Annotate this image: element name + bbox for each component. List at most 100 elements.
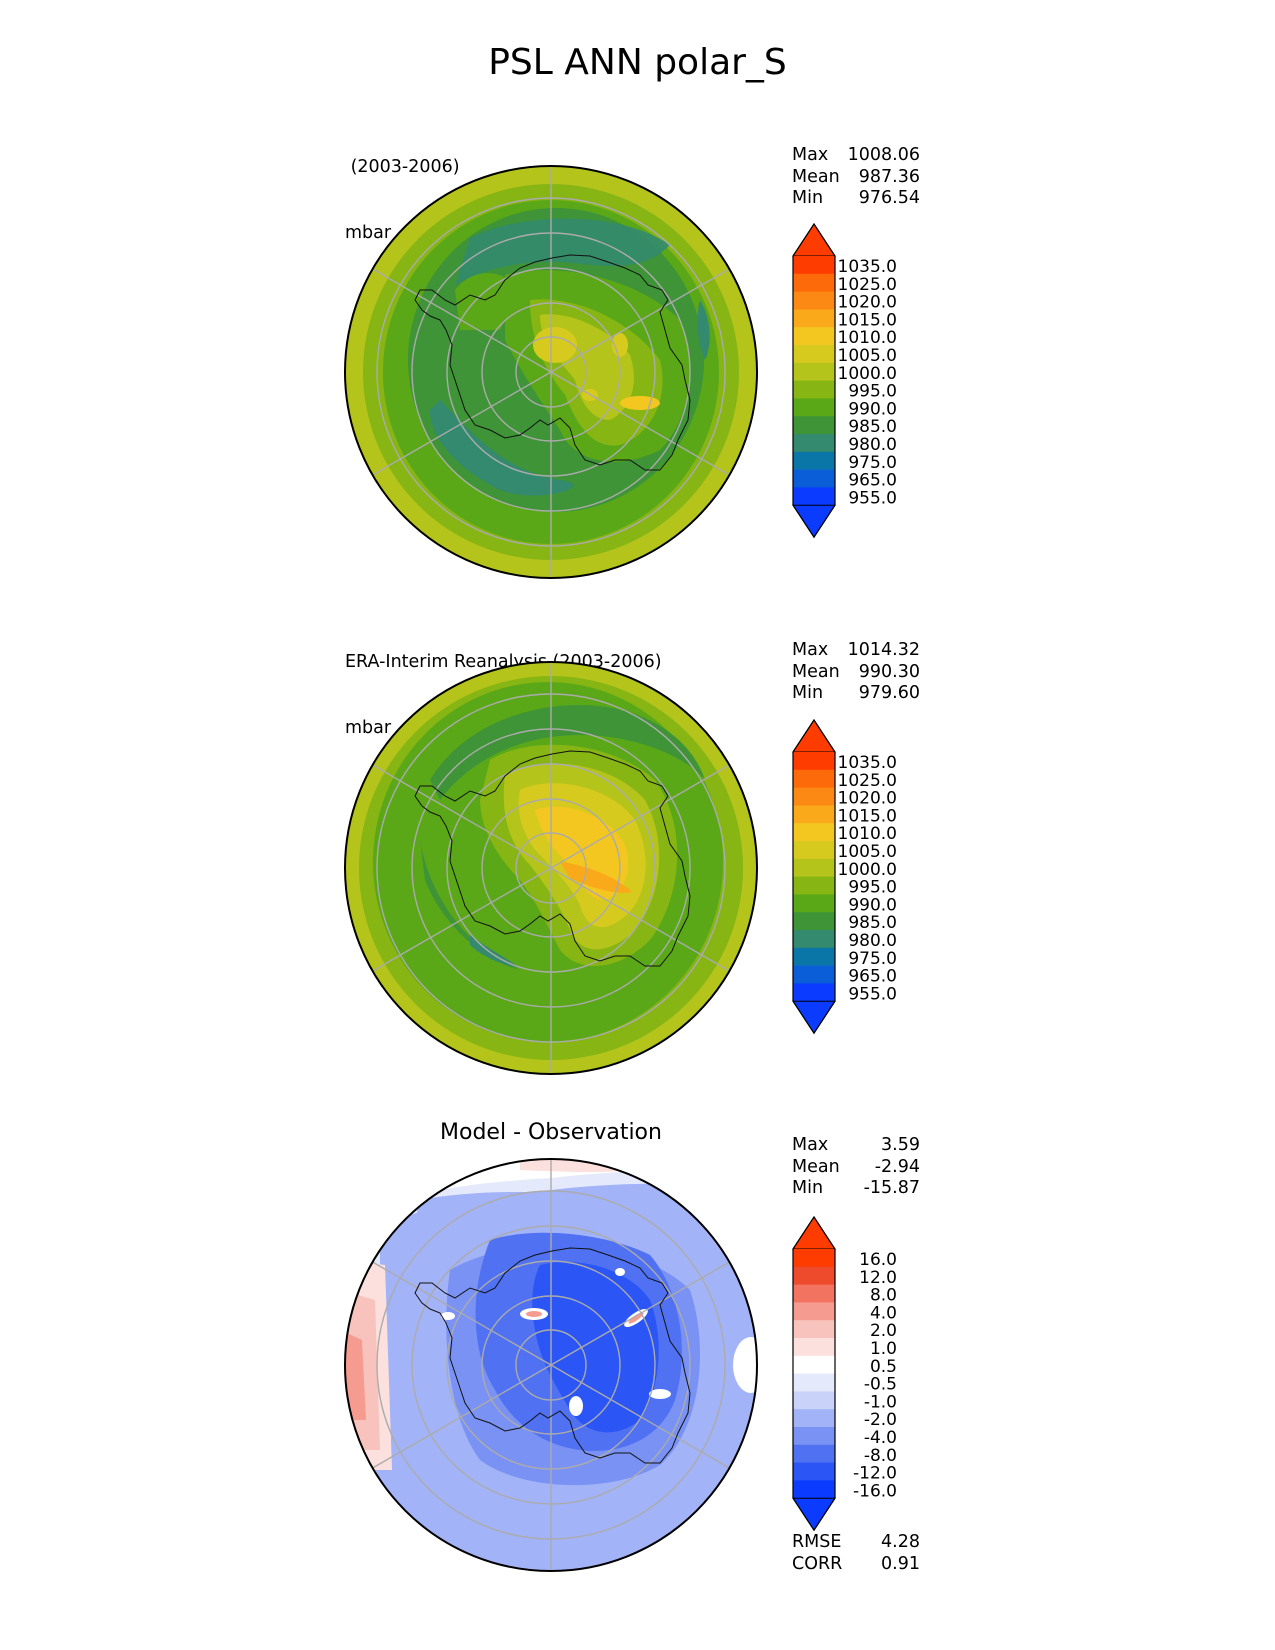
diff-colorbar-segment (793, 1409, 835, 1428)
obs-colorbar-segment (793, 912, 835, 931)
model-colorbar-outline (792, 222, 836, 539)
obs-colorbar-tick-label: 1035.0 (838, 753, 897, 773)
model-colorbar-segment (793, 398, 835, 417)
obs-colorbar-outline (792, 718, 836, 1035)
model-colorbar-segment (793, 327, 835, 346)
diff-stat-max: Max 3.59 (792, 1135, 920, 1155)
model-colorbar-segment (793, 309, 835, 328)
diff-colorbar-tick-label: -8.0 (864, 1446, 897, 1466)
diff-map-border (344, 1158, 758, 1572)
diff-colorbar-tick-label: 16.0 (859, 1250, 897, 1270)
diff-stat-rmse: RMSE 4.28 (792, 1532, 920, 1552)
diff-colorbar-segment (793, 1355, 835, 1375)
obs-coastline (414, 750, 691, 967)
model-period-label: (2003-2006) (345, 157, 460, 177)
diff-graticule (372, 1159, 730, 1571)
colorbars: 1035.01025.01020.01015.01010.01005.01000… (792, 222, 897, 1532)
model-panel-label: (2003-2006) mbar (345, 112, 460, 266)
obs-colorbar-tick-label: 995.0 (848, 878, 897, 898)
model-colorbar: 1035.01025.01020.01015.01010.01005.01000… (792, 222, 897, 539)
model-colorbar-tick-label: 1020.0 (838, 293, 897, 313)
diff-colorbar-segment (793, 1266, 835, 1286)
model-colorbar-tick-label: 975.0 (848, 453, 897, 473)
obs-colorbar-segment (793, 947, 835, 967)
obs-map-border (344, 661, 758, 1075)
model-coastline (414, 254, 691, 471)
model-colorbar-segment (793, 291, 835, 310)
model-colorbar-tick-label: 1005.0 (838, 346, 897, 366)
model-colorbar-tick-label: 980.0 (848, 435, 897, 455)
obs-colorbar-min-extend (792, 1000, 836, 1035)
diff-colorbar-segment (793, 1284, 835, 1303)
obs-stat-max: Max 1014.32 (792, 640, 920, 660)
model-colorbar-tick-label: 995.0 (848, 382, 897, 402)
obs-colorbar-tick-label: 985.0 (848, 913, 897, 933)
obs-units-label: mbar (345, 718, 392, 738)
model-colorbar-tick-label: 1015.0 (838, 310, 897, 330)
obs-colorbar-tick-label: 1010.0 (838, 824, 897, 844)
model-colorbar-segment (793, 345, 835, 364)
model-stat-mean: Mean 987.36 (792, 166, 920, 187)
model-colorbar-segment (793, 434, 835, 453)
obs-colorbar-tick-label: 1020.0 (838, 789, 897, 809)
obs-colorbar-segment (793, 930, 835, 949)
diff-colorbar-segment (793, 1338, 835, 1357)
model-colorbar-segment (793, 380, 835, 399)
model-colorbar-tick-label: 1000.0 (838, 364, 897, 384)
model-map-border (344, 165, 758, 579)
obs-colorbar-tick-label: 1000.0 (838, 860, 897, 880)
model-colorbar-tick-label: 955.0 (848, 488, 897, 508)
obs-colorbar-segment (793, 876, 835, 895)
model-units-label: mbar (345, 223, 392, 243)
diff-colorbar-tick-label: 4.0 (870, 1303, 897, 1323)
obs-colorbar-tick-label: 980.0 (848, 931, 897, 951)
diff-colorbar-tick-label: -0.5 (864, 1375, 897, 1395)
obs-colorbar-segment (793, 769, 835, 789)
obs-colorbar-segment (793, 983, 835, 1002)
diff-colorbar-tick-label: -1.0 (864, 1392, 897, 1412)
model-colorbar-tick-label: 990.0 (848, 399, 897, 419)
model-map (344, 165, 758, 579)
model-colorbar-segment (793, 362, 835, 382)
diff-colorbar-segment (793, 1462, 835, 1481)
model-colorbar-segment (793, 469, 835, 488)
diff-colorbar-segment (793, 1391, 835, 1410)
model-stat-min: Min 976.54 (792, 188, 920, 208)
diff-colorbar-outline (792, 1215, 836, 1532)
obs-stat-min: Min 979.60 (792, 683, 920, 703)
diff-colorbar: 16.012.08.04.02.01.00.5-0.5-1.0-2.0-4.0-… (792, 1215, 897, 1532)
diff-colorbar-tick-label: -2.0 (864, 1410, 897, 1430)
diff-stat-mean: Mean -2.94 (792, 1156, 920, 1177)
model-colorbar-tick-label: 1035.0 (838, 257, 897, 277)
diff-colorbar-tick-label: 1.0 (870, 1339, 897, 1359)
obs-colorbar-segment (793, 965, 835, 984)
obs-colorbar-segment (793, 841, 835, 860)
diff-stats: Max 3.59 Mean -2.94 Min -15.87 (792, 1135, 920, 1200)
diff-map (344, 1158, 758, 1572)
obs-colorbar-segment (793, 805, 835, 824)
obs-colorbar: 1035.01025.01020.01015.01010.01005.01000… (792, 718, 897, 1035)
diff-panel-title: Model - Observation (440, 1120, 662, 1145)
diff-stat-corr: CORR 0.91 (792, 1553, 920, 1574)
diff-error-stats: RMSE 4.28 CORR 0.91 (792, 1532, 920, 1575)
obs-colorbar-segment (793, 894, 835, 913)
model-colorbar-segment (793, 451, 835, 471)
obs-colorbar-tick-label: 990.0 (848, 895, 897, 915)
diff-colorbar-tick-label: 2.0 (870, 1321, 897, 1341)
model-colorbar-segment (793, 273, 835, 293)
model-colorbar-tick-label: 985.0 (848, 417, 897, 437)
diff-coastline (414, 1247, 691, 1464)
diff-colorbar-tick-label: 8.0 (870, 1286, 897, 1306)
diff-colorbar-tick-label: 12.0 (859, 1268, 897, 1288)
model-colorbar-tick-label: 1010.0 (838, 328, 897, 348)
obs-colorbar-segment (793, 823, 835, 842)
obs-graticule (372, 662, 730, 1074)
model-colorbar-min-extend (792, 504, 836, 539)
diff-colorbar-segment (793, 1373, 835, 1392)
obs-colorbar-tick-label: 975.0 (848, 949, 897, 969)
obs-colorbar-tick-label: 1005.0 (838, 842, 897, 862)
obs-colorbar-max-extend (792, 719, 836, 753)
figure-title: PSL ANN polar_S (488, 42, 787, 83)
obs-colorbar-segment (793, 787, 835, 806)
